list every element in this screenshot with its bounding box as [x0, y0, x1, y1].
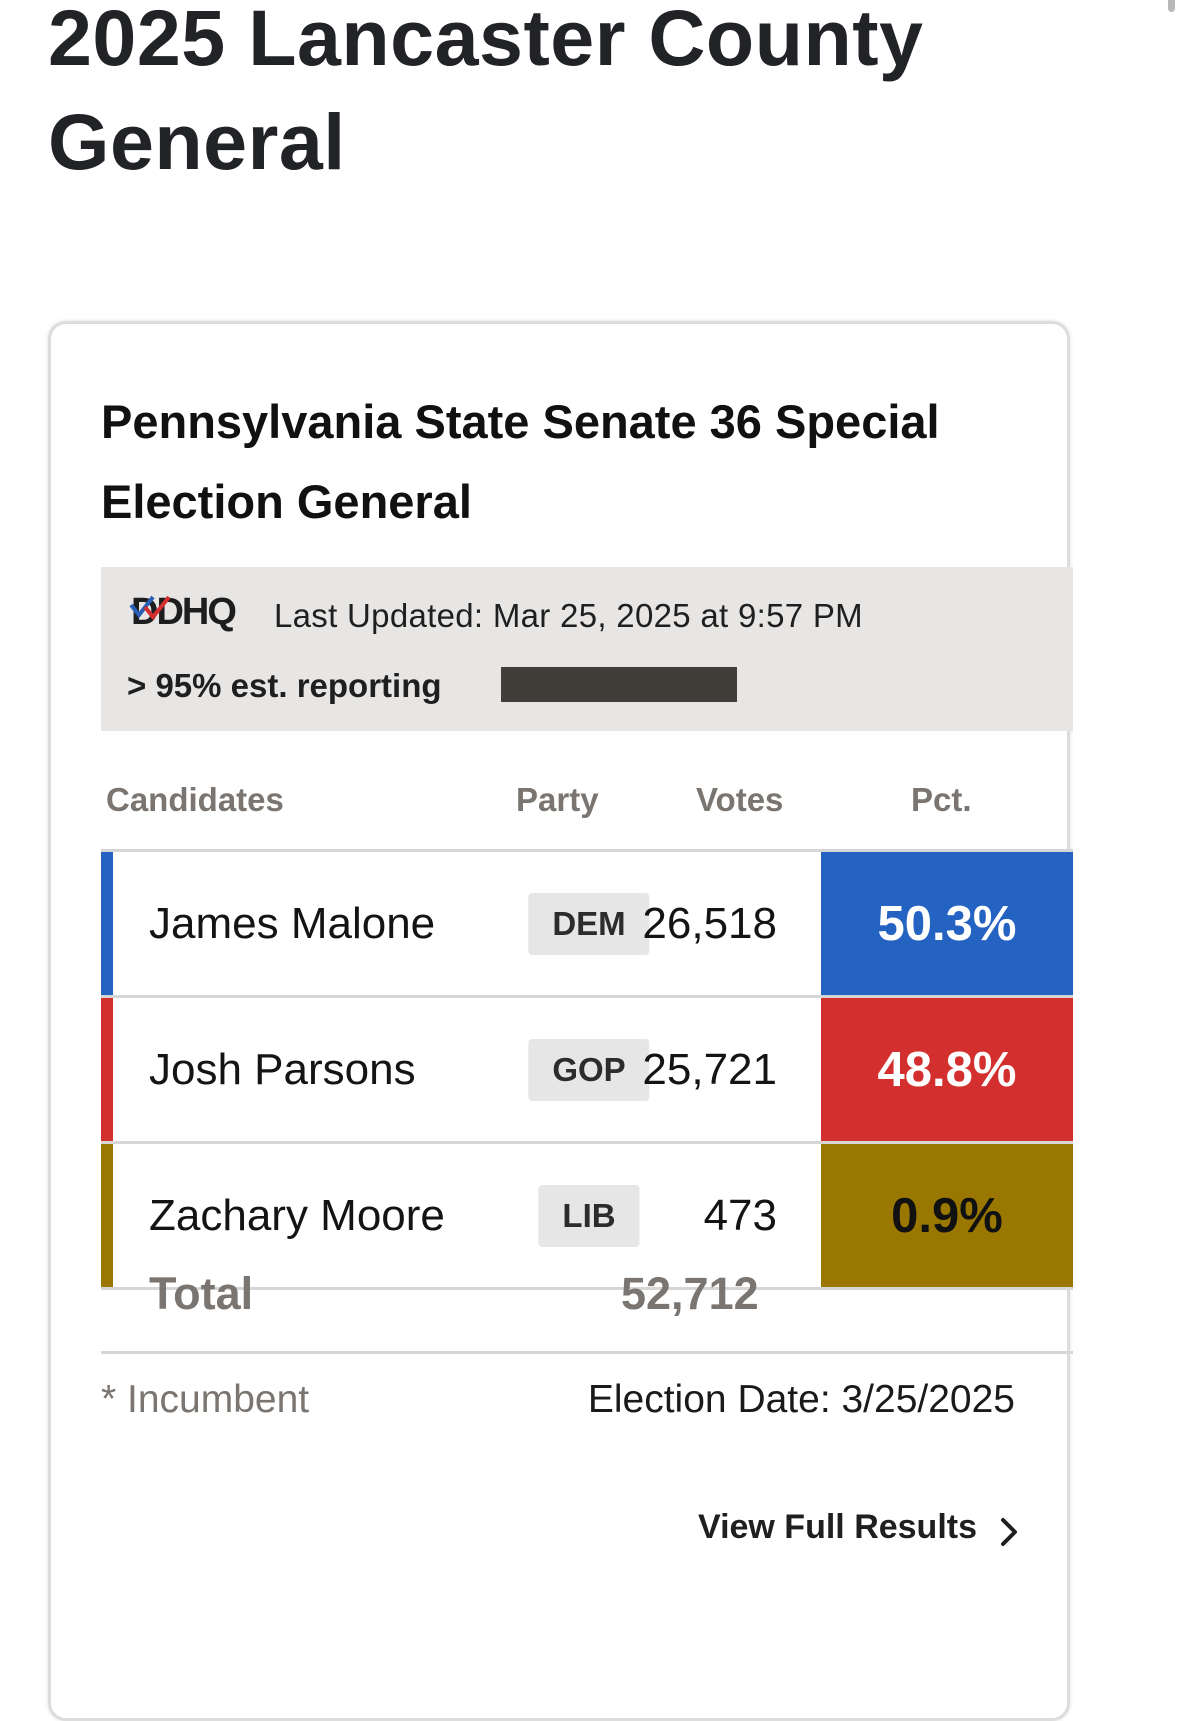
checkmark-icon	[129, 595, 171, 621]
candidate-name: Josh Parsons	[149, 1044, 416, 1094]
ddhq-logo: DDHQ	[129, 591, 237, 634]
column-header-candidates: Candidates	[106, 781, 284, 818]
party-color-stripe	[101, 998, 113, 1141]
column-header-votes: Votes	[696, 781, 784, 818]
scrollbar-thumb[interactable]	[1168, 0, 1175, 12]
total-label: Total	[149, 1268, 254, 1319]
candidate-votes: 25,721	[642, 1044, 777, 1094]
party-color-stripe	[101, 1144, 113, 1287]
view-full-results-link[interactable]: View Full Results	[698, 1508, 978, 1546]
party-color-stripe	[101, 852, 113, 995]
candidate-row: James Malone DEM 26,518 50.3%	[101, 852, 1073, 998]
candidate-row: Zachary Moore LIB 473 0.9%	[101, 1144, 1073, 1290]
election-date: Election Date: 3/25/2025	[587, 1378, 1015, 1421]
candidate-row: Josh Parsons GOP 25,721 48.8%	[101, 998, 1073, 1144]
column-header-party: Party	[516, 781, 599, 818]
last-updated-text: Last Updated: Mar 25, 2025 at 9:57 PM	[274, 597, 863, 634]
party-badge: LIB	[538, 1184, 640, 1247]
candidate-votes: 473	[703, 1190, 777, 1240]
candidate-pct: 48.8%	[821, 998, 1073, 1141]
candidate-name: James Malone	[149, 898, 436, 948]
incumbent-note: * Incumbent	[101, 1378, 310, 1421]
candidate-pct: 0.9%	[821, 1144, 1073, 1287]
candidate-pct: 50.3%	[821, 852, 1073, 995]
chevron-right-icon[interactable]	[989, 1512, 1029, 1552]
total-votes: 52,712	[621, 1268, 759, 1319]
reporting-status-box: DDHQ Last Updated: Mar 25, 2025 at 9:57 …	[101, 567, 1073, 731]
candidate-table: James Malone DEM 26,518 50.3% Josh Parso…	[101, 849, 1073, 1290]
party-badge: DEM	[528, 892, 650, 955]
party-badge: GOP	[528, 1038, 650, 1101]
column-header-pct: Pct.	[911, 781, 972, 818]
candidate-votes: 26,518	[642, 898, 777, 948]
reporting-label: > 95% est. reporting	[127, 667, 442, 704]
reporting-progress-bar	[501, 667, 737, 702]
race-title: Pennsylvania State Senate 36 Special Ele…	[101, 395, 940, 528]
race-results-card: Pennsylvania State Senate 36 Special Ele…	[48, 321, 1073, 1721]
candidate-name: Zachary Moore	[149, 1190, 445, 1240]
reporting-progress-fill	[501, 667, 737, 702]
page-title: 2025 Lancaster County General	[48, 0, 924, 186]
footer-divider	[101, 1351, 1073, 1354]
